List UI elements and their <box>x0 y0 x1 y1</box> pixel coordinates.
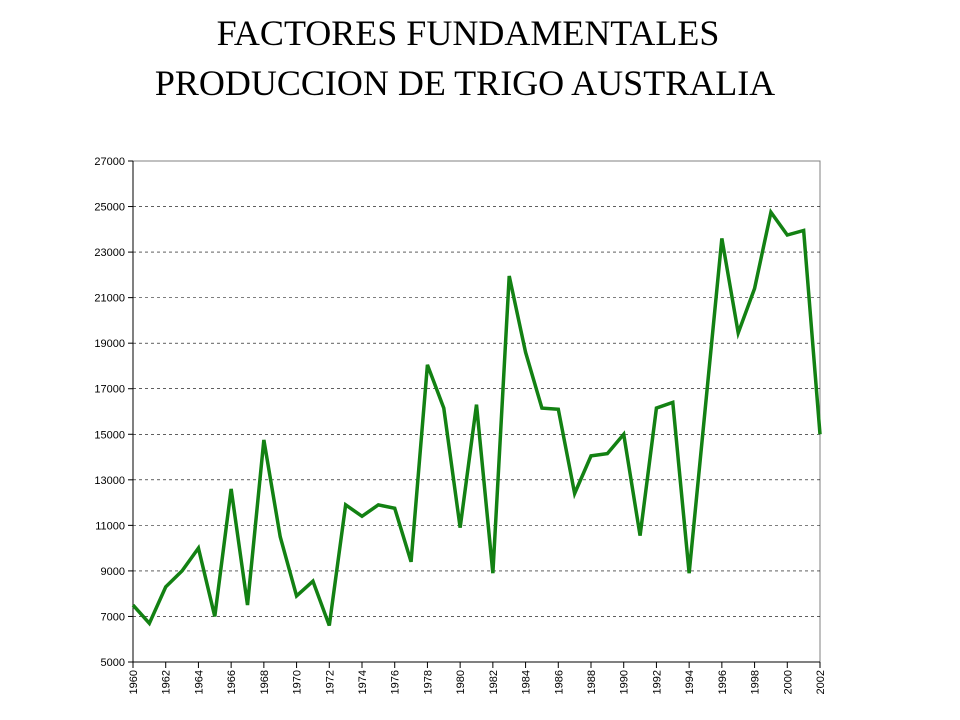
y-tick-label: 17000 <box>94 384 125 396</box>
x-tick-label: 1982 <box>488 670 500 694</box>
x-tick-label: 1986 <box>553 670 565 694</box>
x-tick-label: 1994 <box>684 670 696 694</box>
x-tick-label: 1960 <box>128 670 140 694</box>
x-tick-label: 1978 <box>422 670 434 694</box>
data-line <box>131 208 822 627</box>
chart-subtitle: PRODUCCION DE TRIGO AUSTRALIA <box>155 63 775 103</box>
y-tick-label: 27000 <box>94 156 125 168</box>
x-tick-label: 1964 <box>193 670 205 694</box>
y-tick-label: 23000 <box>94 247 125 259</box>
chart-title: FACTORES FUNDAMENTALES <box>217 13 720 53</box>
x-tick-label: 1990 <box>619 670 631 694</box>
x-tick-label: 1974 <box>357 670 369 694</box>
y-tick-label: 13000 <box>94 475 125 487</box>
x-tick-label: 2002 <box>815 670 827 694</box>
y-tick-label: 19000 <box>94 338 125 350</box>
y-tick-label: 25000 <box>94 202 125 214</box>
y-tick-label: 21000 <box>94 293 125 305</box>
x-tick-label: 1988 <box>586 670 598 694</box>
x-tick-label: 1962 <box>161 670 173 694</box>
x-tick-label: 1972 <box>324 670 336 694</box>
y-tick-label: 9000 <box>101 566 125 578</box>
x-tick-label: 1992 <box>651 670 663 694</box>
x-tick-label: 1996 <box>717 670 729 694</box>
x-tick-label: 1970 <box>292 670 304 694</box>
y-tick-label: 11000 <box>95 520 125 532</box>
x-tick-label: 1968 <box>259 670 271 694</box>
x-tick-label: 1976 <box>390 670 402 694</box>
x-tick-label: 1966 <box>226 670 238 694</box>
y-tick-label: 7000 <box>101 611 125 623</box>
x-tick-label: 1998 <box>750 670 762 694</box>
x-tick-label: 1984 <box>521 670 533 694</box>
y-tick-label: 15000 <box>94 429 125 441</box>
x-tick-label: 1980 <box>455 670 467 694</box>
y-tick-label: 5000 <box>101 657 125 669</box>
x-tick-label: 2000 <box>782 670 794 694</box>
